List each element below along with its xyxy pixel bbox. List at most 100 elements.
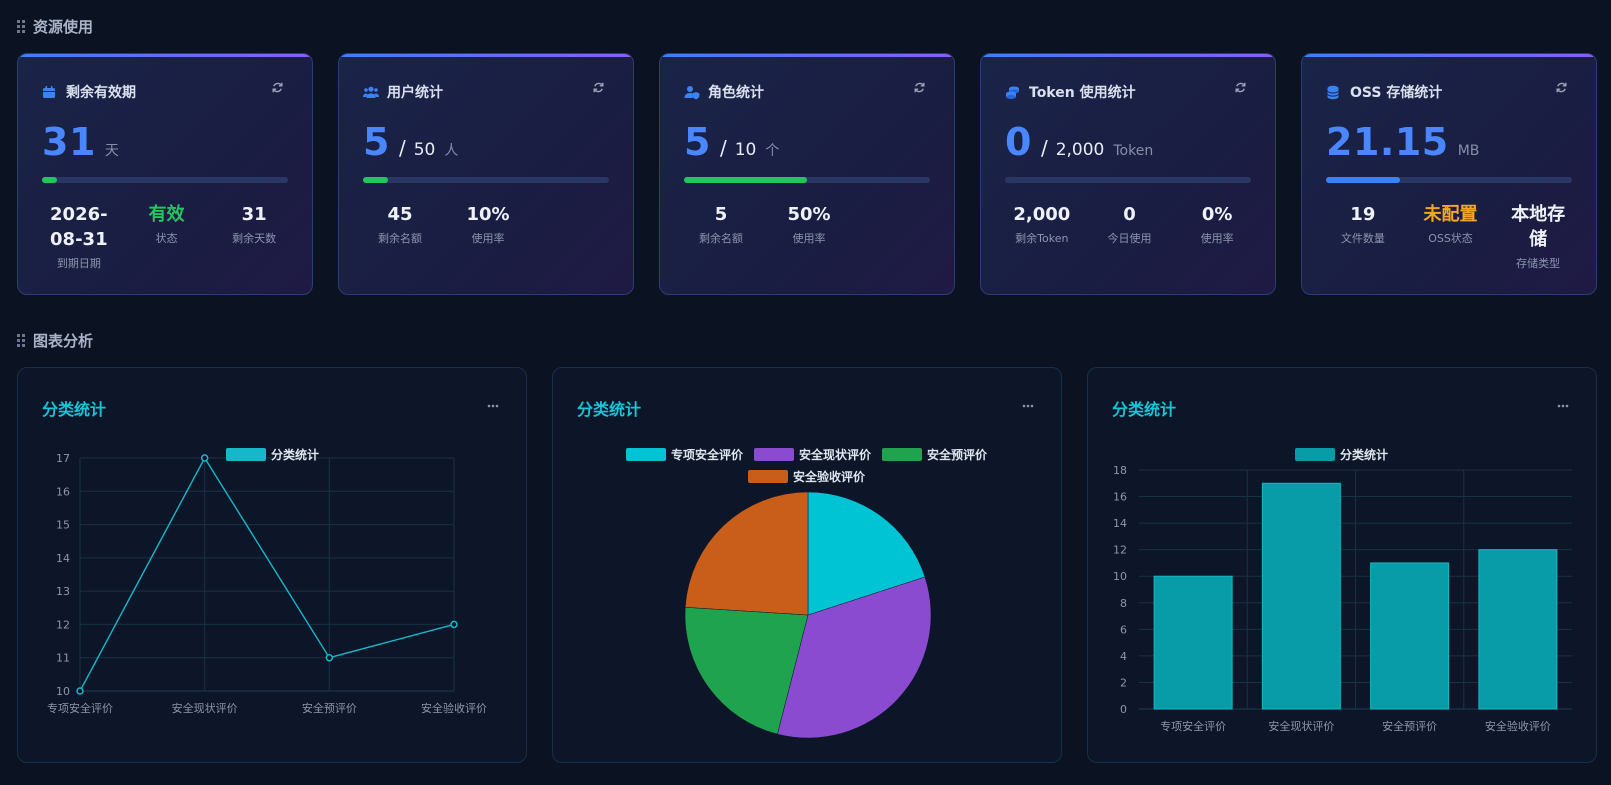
y-tick-label: 12 bbox=[1113, 544, 1127, 557]
legend-item: 分类统计 bbox=[1295, 447, 1388, 462]
section-header-charts: 图表分析 bbox=[17, 330, 93, 351]
y-tick-label: 8 bbox=[1120, 597, 1127, 610]
y-tick-label: 15 bbox=[56, 519, 70, 532]
stat-label: 今日使用 bbox=[1107, 232, 1152, 245]
chart-title: 分类统计 bbox=[1112, 400, 1177, 419]
legend-item: 专项安全评价 bbox=[626, 447, 744, 462]
stat-card: OSS 存储统计 21.15 MB 19 文件数量 未配置 OSS状态 本地存储… bbox=[1301, 53, 1597, 295]
stat-item: 2,000 剩余Token bbox=[998, 202, 1086, 246]
users-icon bbox=[363, 86, 379, 98]
progress-bar bbox=[1005, 177, 1251, 183]
card-title: OSS 存储统计 bbox=[1350, 85, 1443, 101]
data-point bbox=[325, 653, 334, 662]
grip-icon bbox=[17, 20, 25, 33]
card-total: 50 bbox=[413, 140, 436, 160]
grip-icon bbox=[17, 334, 25, 347]
legend-label: 安全验收评价 bbox=[793, 469, 866, 484]
legend-item: 分类统计 bbox=[226, 447, 319, 462]
card-stats: 2,000 剩余Token 0 今日使用 0% 使用率 bbox=[998, 202, 1261, 246]
line-chart: 10 11 12 13 14 15 16 17 专项安全评价 安全现状评价 安全预评价 安全验收评价 分… bbox=[47, 447, 487, 715]
card-value: 5 bbox=[684, 120, 711, 164]
card-header: 用户统计 bbox=[363, 82, 443, 102]
stat-item: 5 剩余名额 bbox=[677, 202, 765, 246]
card-value: 5 bbox=[363, 120, 390, 164]
card-header: 剩余有效期 bbox=[42, 82, 136, 102]
stat-value: 45 bbox=[387, 204, 413, 225]
stat-card: 角色统计 5 / 10 个 5 剩余名额 50% 使用率 bbox=[659, 53, 955, 295]
progress-fill bbox=[363, 177, 388, 183]
data-point bbox=[76, 687, 84, 695]
x-tick-label: 安全预评价 bbox=[1382, 719, 1437, 733]
chart-card-pie: 分类统计 专项安全评价 安全现状评价 安全预评价 安全验收评价 bbox=[552, 367, 1062, 763]
stat-value: 0 bbox=[1123, 204, 1136, 225]
card-unit: 人 bbox=[444, 143, 459, 159]
more-icon[interactable] bbox=[1022, 404, 1034, 408]
chart-card-bar: 分类统计 0 2 4 6 8 10 12 14 16 18 专项安全评价 安全现状评价 安全预评价 安全验… bbox=[1087, 367, 1597, 763]
card-stats: 5 剩余名额 50% 使用率 bbox=[677, 202, 940, 246]
y-tick-label: 14 bbox=[56, 552, 70, 565]
card-unit: 天 bbox=[104, 143, 119, 159]
refresh-icon[interactable] bbox=[1234, 81, 1247, 94]
card-separator: / bbox=[398, 136, 406, 160]
legend-swatch bbox=[748, 470, 788, 483]
progress-bar bbox=[1326, 177, 1572, 183]
card-unit: MB bbox=[1457, 143, 1480, 159]
legend-swatch bbox=[882, 448, 922, 461]
chart-title: 分类统计 bbox=[42, 400, 107, 419]
card-header: 角色统计 bbox=[684, 82, 764, 102]
x-tick-label: 安全现状评价 bbox=[1268, 719, 1334, 733]
y-tick-label: 16 bbox=[1113, 491, 1127, 504]
card-value-row: 0 / 2,000 Token bbox=[1005, 120, 1153, 164]
pie-slice bbox=[807, 491, 926, 616]
stat-label: 状态 bbox=[155, 232, 178, 245]
card-value-row: 5 / 50 人 bbox=[363, 120, 458, 164]
refresh-icon[interactable] bbox=[913, 81, 926, 94]
card-unit: 个 bbox=[765, 143, 780, 159]
y-tick-label: 10 bbox=[1113, 570, 1127, 583]
stat-value: 5 bbox=[714, 204, 728, 225]
stat-label: 剩余名额 bbox=[699, 232, 743, 245]
bar bbox=[1261, 482, 1341, 710]
x-tick-label: 安全现状评价 bbox=[172, 701, 238, 715]
card-title: 剩余有效期 bbox=[66, 85, 136, 101]
section-title-resources: 资源使用 bbox=[33, 18, 94, 36]
card-stats: 19 文件数量 未配置 OSS状态 本地存储 存储类型 bbox=[1319, 202, 1582, 271]
pie-slice bbox=[777, 576, 932, 739]
bar bbox=[1153, 575, 1233, 710]
card-header: Token 使用统计 bbox=[1005, 82, 1136, 102]
card-unit: Token bbox=[1113, 143, 1154, 159]
card-title: Token 使用统计 bbox=[1029, 85, 1136, 101]
stat-card: Token 使用统计 0 / 2,000 Token 2,000 剩余Token… bbox=[980, 53, 1276, 295]
x-tick-label: 安全验收评价 bbox=[421, 701, 487, 715]
stat-label: 存储类型 bbox=[1516, 257, 1561, 270]
stat-item: 0 今日使用 bbox=[1086, 202, 1174, 246]
y-tick-label: 17 bbox=[56, 452, 70, 465]
stat-item: 31 剩余天数 bbox=[210, 202, 298, 271]
more-icon[interactable] bbox=[487, 404, 499, 408]
stat-label: 到期日期 bbox=[56, 257, 101, 270]
legend-label: 分类统计 bbox=[271, 447, 319, 462]
more-icon[interactable] bbox=[1557, 404, 1569, 408]
bar bbox=[1370, 562, 1450, 710]
refresh-icon[interactable] bbox=[271, 81, 284, 94]
refresh-icon[interactable] bbox=[592, 81, 605, 94]
stat-value: 本地存储 bbox=[1511, 204, 1566, 250]
legend-swatch bbox=[626, 448, 666, 461]
refresh-icon[interactable] bbox=[1555, 81, 1568, 94]
card-separator: / bbox=[1040, 136, 1048, 160]
user-shield-icon bbox=[684, 85, 700, 99]
stat-item: 未配置 OSS状态 bbox=[1407, 202, 1495, 271]
pie-slice bbox=[684, 607, 809, 735]
x-tick-label: 安全预评价 bbox=[302, 701, 357, 715]
card-separator: / bbox=[719, 136, 727, 160]
legend-item: 安全验收评价 bbox=[748, 469, 866, 484]
chart-card-line: 分类统计 10 11 12 13 14 15 16 17 专项安全评价 安全现状评价 安全预评价 安全… bbox=[17, 367, 527, 763]
legend-swatch bbox=[226, 448, 266, 461]
stat-card: 用户统计 5 / 50 人 45 剩余名额 10% 使用率 bbox=[338, 53, 634, 295]
stat-value: 10% bbox=[466, 204, 510, 225]
stat-item: 50% 使用率 bbox=[765, 202, 853, 246]
progress-fill bbox=[1326, 177, 1400, 183]
database-icon bbox=[1327, 85, 1339, 99]
card-value-row: 5 / 10 个 bbox=[684, 120, 779, 164]
